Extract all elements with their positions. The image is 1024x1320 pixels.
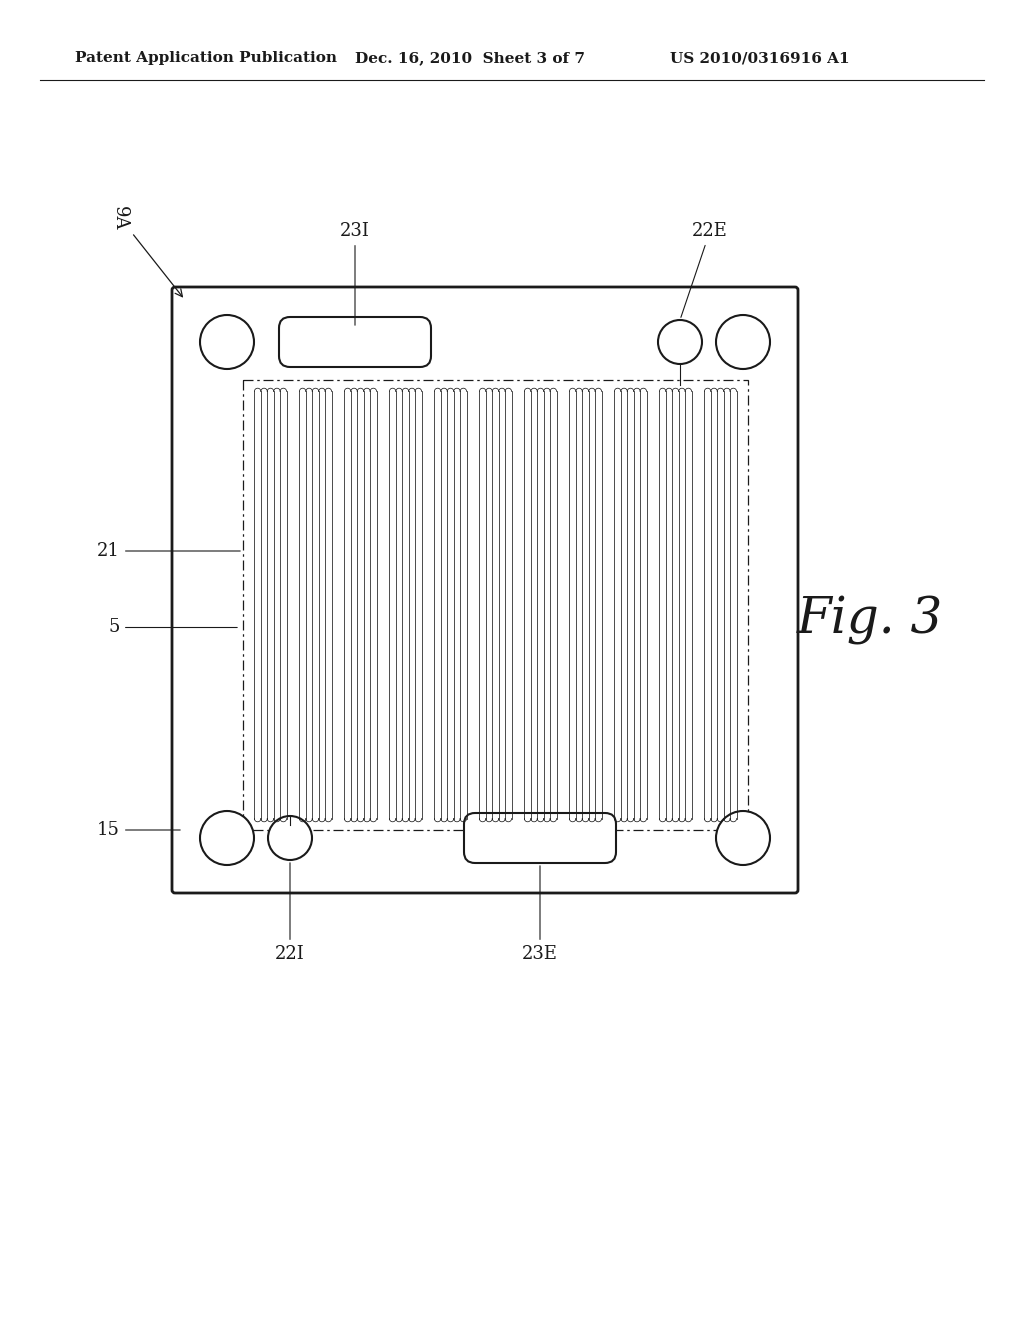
FancyBboxPatch shape	[464, 813, 616, 863]
Circle shape	[200, 810, 254, 865]
Text: 22E: 22E	[681, 222, 728, 317]
Text: Fig. 3: Fig. 3	[797, 595, 943, 644]
Text: US 2010/0316916 A1: US 2010/0316916 A1	[670, 51, 850, 65]
Text: 5: 5	[109, 619, 238, 636]
Circle shape	[716, 315, 770, 370]
Circle shape	[200, 315, 254, 370]
Text: 23I: 23I	[340, 222, 370, 325]
Text: 23E: 23E	[522, 866, 558, 964]
Circle shape	[658, 319, 702, 364]
Bar	[243, 380, 748, 830]
Circle shape	[716, 810, 770, 865]
Text: Dec. 16, 2010  Sheet 3 of 7: Dec. 16, 2010 Sheet 3 of 7	[355, 51, 585, 65]
Text: Patent Application Publication: Patent Application Publication	[75, 51, 337, 65]
Text: 21: 21	[97, 543, 241, 560]
FancyBboxPatch shape	[279, 317, 431, 367]
Circle shape	[268, 816, 312, 861]
Text: 22I: 22I	[275, 863, 305, 964]
FancyBboxPatch shape	[172, 286, 798, 894]
Text: 15: 15	[97, 821, 180, 840]
Text: 9A: 9A	[111, 206, 182, 297]
